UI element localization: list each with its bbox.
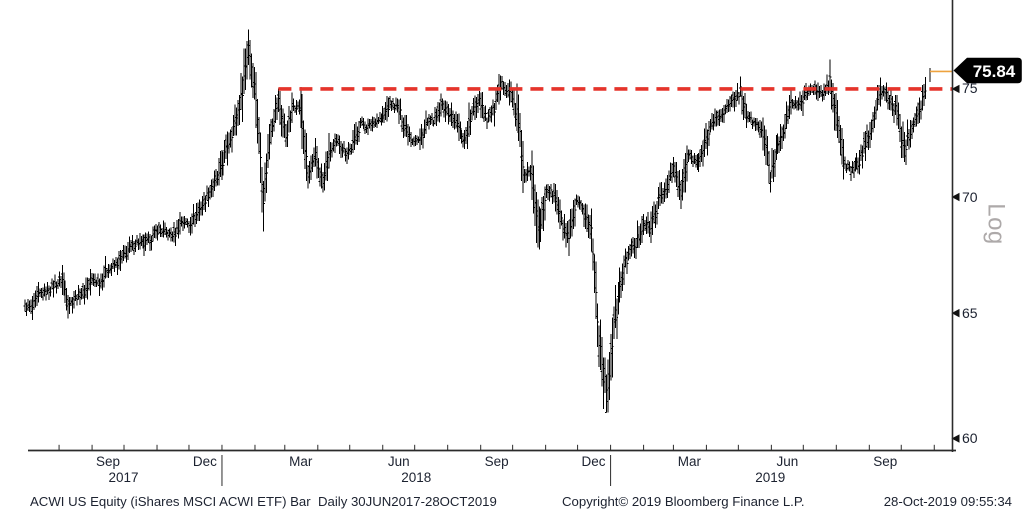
y-axis-tick-label: 70 [962,188,978,205]
x-axis-year-label: 2018 [401,470,432,485]
y-axis-tick-label: 75 [962,80,978,97]
x-axis-month-label: Jun [776,454,799,469]
footer-instrument-period: ACWI US Equity (iShares MSCI ACWI ETF) B… [30,494,497,509]
y-axis-tick-arrow-icon [951,434,960,443]
y-axis-tick-arrow-icon [951,84,960,94]
footer-copyright: Copyright© 2019 Bloomberg Finance L.P. [562,494,805,509]
chart-footer: ACWI US Equity (iShares MSCI ACWI ETF) B… [0,494,1024,514]
chart-generated-layer [23,29,960,486]
x-axis-month-label: Sep [873,454,898,469]
x-axis-month-label: Jun [387,454,410,469]
x-axis-year-label: 2019 [755,470,786,485]
x-axis-month-label: Dec [192,454,217,469]
x-axis-month-label: Mar [289,454,313,469]
y-axis-tick-label: 65 [962,304,978,321]
y-axis-tick-arrow-icon [951,192,960,202]
log-scale-label: Log [983,203,1010,245]
footer-timestamp: 28-Oct-2019 09:55:34 [883,494,1012,509]
x-axis-month-label: Mar [677,454,701,469]
price-bars [23,29,932,414]
x-axis-month-label: Sep [96,454,121,469]
x-axis-month-label: Sep [484,454,509,469]
y-axis-tick-label: 60 [962,430,978,447]
x-axis-month-label: Dec [581,454,606,469]
last-price-tag [953,57,1022,84]
x-axis-year-label: 2017 [108,470,139,485]
y-axis-tick-arrow-icon [951,308,960,318]
last-price-value: 75.84 [973,62,1016,81]
